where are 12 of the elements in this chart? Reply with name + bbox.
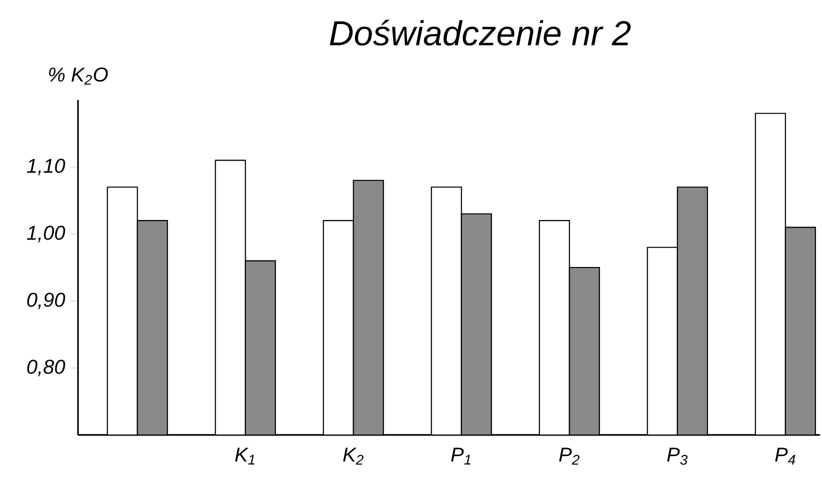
x-tick-label: K$_{1}$	[235, 448, 254, 464]
y-tick-label: 1,10	[26, 158, 66, 176]
x-tick-label: P$_{2}$	[559, 448, 580, 465]
chart-title: Doświadczenie nr 2	[330, 20, 631, 46]
x-tick-label: P$_{1}$	[451, 448, 470, 464]
y-tick-label: 0,90	[27, 292, 66, 310]
y-tick-label: 1,00	[26, 226, 66, 242]
x-tick-label: P$_{3}$	[667, 448, 688, 465]
y-axis-title: % K$_{2}$O	[49, 67, 108, 85]
y-tick-label: 0,80	[27, 360, 66, 376]
x-tick-label: K$_{2}$	[343, 448, 364, 465]
x-tick-label: P$_{4}$	[775, 448, 796, 464]
